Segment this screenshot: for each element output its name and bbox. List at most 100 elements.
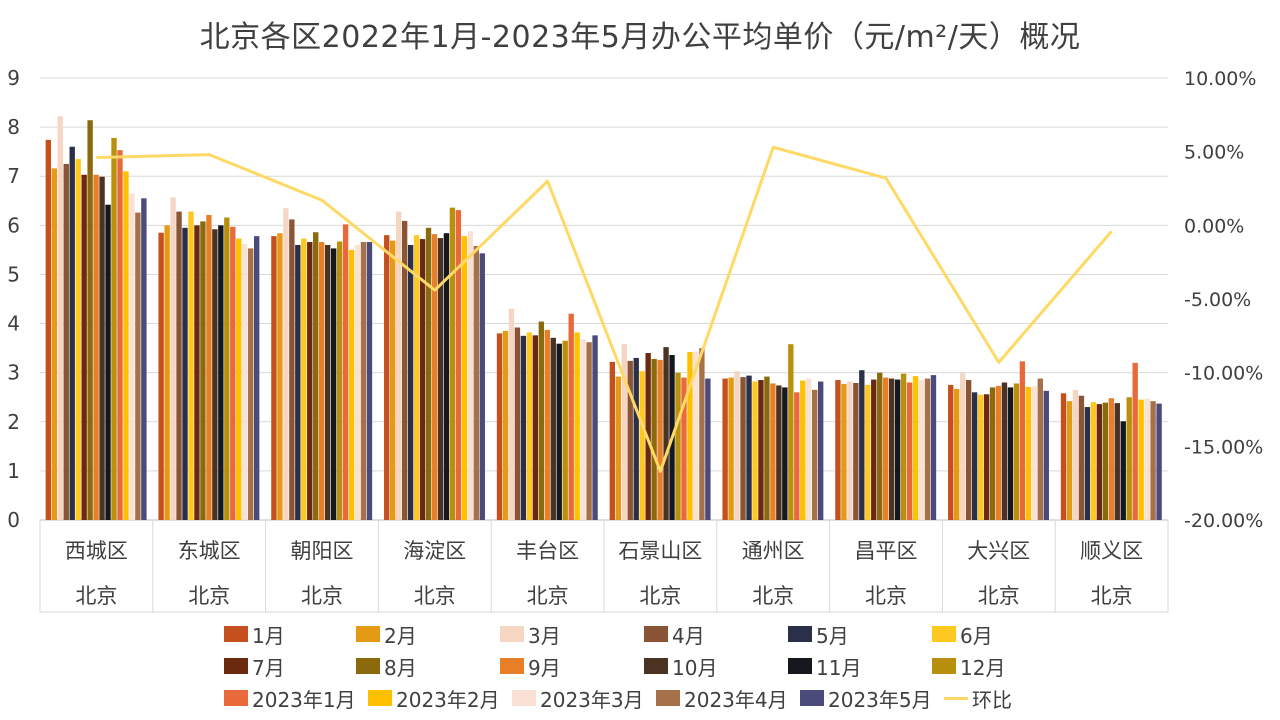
bar	[621, 344, 627, 520]
bar	[877, 372, 883, 520]
legend-item: 2月	[356, 620, 496, 648]
legend-item: 6月	[932, 620, 1032, 648]
bar	[330, 248, 337, 520]
legend-item: 9月	[500, 652, 640, 680]
bar	[206, 215, 212, 520]
line-series-mom	[96, 145, 1113, 473]
bar	[794, 392, 800, 520]
legend-swatch	[224, 626, 248, 642]
y-left-tick-label: 1	[7, 459, 20, 483]
bar	[455, 210, 462, 520]
legend-swatch	[224, 690, 248, 706]
bar	[924, 378, 931, 520]
bar	[502, 330, 509, 520]
bar	[384, 235, 390, 520]
legend-swatch	[644, 658, 668, 674]
legend-item: 2023年3月	[512, 684, 652, 712]
legend-item: 5月	[788, 620, 928, 648]
bar	[283, 208, 289, 520]
bar	[194, 225, 200, 521]
bar	[770, 383, 776, 520]
group-label: 北京	[1091, 584, 1133, 608]
legend-label: 6月	[960, 623, 993, 648]
bar	[592, 335, 598, 520]
category-label: 西城区	[65, 539, 128, 563]
bar	[586, 342, 592, 520]
bar	[888, 378, 895, 520]
legend-label: 2023年1月	[252, 687, 356, 712]
bar	[681, 377, 687, 520]
bar	[1072, 389, 1079, 520]
bar	[675, 372, 681, 520]
bar	[69, 146, 75, 520]
legend-label: 7月	[252, 655, 285, 680]
bar	[496, 333, 503, 520]
legend-row: 1月 2月 3月 4月 5月 6月	[224, 620, 1036, 648]
bar	[615, 376, 621, 520]
legend-swatch	[944, 696, 968, 700]
legend-item: 4月	[644, 620, 784, 648]
bar	[467, 231, 474, 520]
bar	[1108, 398, 1114, 520]
bar	[277, 233, 283, 521]
bar	[544, 329, 550, 520]
bar	[230, 226, 236, 520]
bar	[657, 359, 663, 520]
y-left-tick-label: 2	[7, 410, 20, 434]
bar	[224, 217, 230, 520]
bar	[123, 171, 129, 521]
bar	[117, 150, 123, 520]
bar	[508, 308, 515, 520]
bar	[663, 347, 669, 520]
bar	[651, 358, 657, 520]
bar	[989, 387, 996, 520]
category-label: 昌平区	[855, 539, 918, 563]
bar	[1043, 390, 1049, 520]
bar	[188, 211, 194, 521]
bar	[1066, 401, 1073, 520]
bar	[431, 234, 438, 520]
bar	[390, 240, 396, 520]
bar	[954, 388, 960, 520]
legend-label: 2023年4月	[684, 687, 788, 712]
bar	[1138, 399, 1144, 520]
y-left-tick-label: 4	[7, 312, 20, 336]
legend-swatch	[800, 690, 824, 706]
category-label: 丰台区	[516, 539, 579, 563]
legend-label: 2023年2月	[396, 687, 500, 712]
legend-label: 3月	[528, 623, 561, 648]
bar	[740, 377, 746, 520]
bar	[218, 225, 224, 521]
bar	[1102, 402, 1109, 520]
category-label: 海淀区	[403, 539, 466, 563]
bar	[609, 361, 616, 520]
y-right-tick-label: -10.00%	[1184, 363, 1263, 385]
bar	[170, 197, 176, 520]
legend-item: 8月	[356, 652, 496, 680]
bar	[443, 233, 450, 521]
legend-label: 环比	[972, 687, 1012, 712]
legend-item: 1月	[224, 620, 352, 648]
y-left-tick-label: 7	[7, 164, 20, 188]
bar	[965, 380, 972, 520]
group-label: 北京	[188, 584, 230, 608]
chart-title: 北京各区2022年1月-2023年5月办公平均单价（元/m²/天）概况	[199, 20, 1081, 55]
bar	[182, 227, 188, 521]
bar	[1150, 401, 1156, 520]
bar	[473, 245, 479, 520]
bar	[419, 239, 426, 520]
bar	[401, 220, 408, 520]
bar	[574, 332, 580, 520]
legend-item: 10月	[644, 652, 784, 680]
bar	[520, 335, 527, 520]
bar	[348, 249, 355, 520]
bar	[135, 212, 141, 520]
legend-label: 2023年5月	[828, 687, 932, 712]
bar	[526, 332, 533, 520]
legend-swatch	[788, 626, 812, 642]
bar	[301, 238, 307, 521]
y-right-tick-label: 5.00%	[1184, 142, 1244, 164]
legend-item: 3月	[500, 620, 640, 648]
category-label: 通州区	[742, 539, 805, 563]
bar	[728, 377, 734, 520]
